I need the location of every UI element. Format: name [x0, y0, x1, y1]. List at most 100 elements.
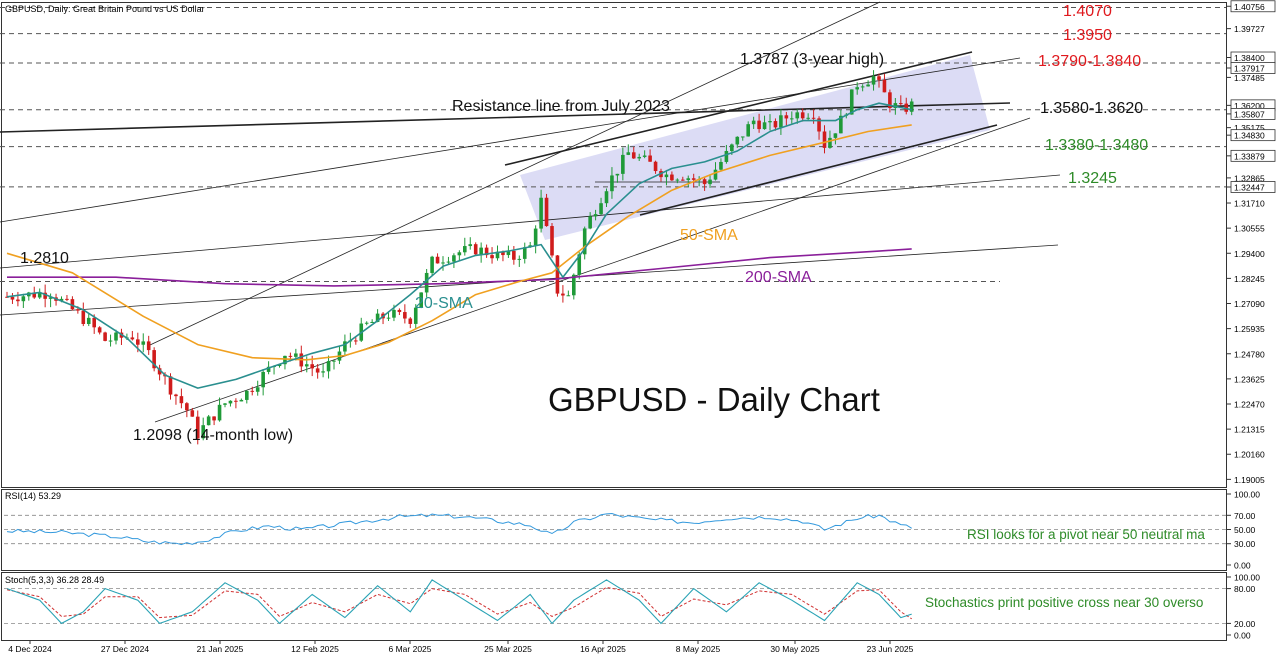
- trendline-lower-channel: [639, 124, 998, 216]
- candle-bear: [32, 292, 37, 298]
- trendline-upper-channel: [504, 51, 973, 166]
- candle-bear: [784, 115, 789, 119]
- price-tick-box: [1230, 108, 1276, 120]
- candle-bull: [713, 169, 718, 180]
- trendline-long-upper: [0, 57, 1021, 223]
- sma200-line: [7, 248, 912, 287]
- candle-bear: [490, 255, 494, 259]
- date-tick-label: 30 May 2025: [770, 644, 819, 654]
- sma50-line: [6, 124, 912, 361]
- price-tick-label: 1.35807: [1234, 109, 1265, 119]
- candle-bull: [463, 246, 467, 253]
- date-tick-label: 16 Apr 2025: [580, 644, 626, 654]
- candle-bull: [392, 309, 396, 318]
- candle-bear: [103, 332, 107, 341]
- candle-bull: [751, 120, 756, 125]
- candle-bull: [860, 86, 865, 88]
- candle-bear: [822, 131, 827, 148]
- date-axis: 4 Dec 2024 27 Dec 2024 21 Jan 2025 12 Feb 2…: [8, 640, 914, 654]
- price-tick-box: [1230, 149, 1276, 162]
- candle-bear: [190, 410, 195, 417]
- candle-bear: [648, 155, 652, 162]
- candle-bull: [522, 247, 527, 259]
- candle-bull: [768, 121, 772, 123]
- label-50-sma: 50-SMA: [680, 227, 738, 244]
- candle-bear: [16, 299, 20, 302]
- candle-bear: [773, 121, 778, 128]
- trendline-long-mid: [0, 174, 1061, 269]
- candle-bull: [533, 228, 538, 246]
- candle-bull: [495, 251, 500, 259]
- price-tick-label: 1.39727: [1234, 24, 1265, 34]
- candle-bull: [795, 112, 800, 119]
- candle-bull: [637, 156, 641, 159]
- candle-bull: [866, 84, 870, 87]
- price-tick-label: 1.32865: [1234, 173, 1265, 183]
- candle-bull: [424, 272, 429, 293]
- candle-bull: [255, 387, 260, 392]
- candle-bear: [288, 355, 293, 357]
- price-panel-frame: [1, 2, 1227, 488]
- date-tick-label: 8 May 2025: [676, 644, 721, 654]
- candle-bull: [468, 244, 473, 247]
- price-tick-label: 1.34830: [1234, 131, 1265, 141]
- rsi-tick-label: 30.00: [1234, 539, 1256, 549]
- candle-bear: [157, 368, 162, 375]
- candle-bull: [283, 355, 287, 365]
- candle-bear: [811, 117, 816, 119]
- candle-bear: [97, 327, 102, 333]
- stoch-panel-frame: [1, 572, 1227, 641]
- price-tick-label: 1.19005: [1234, 475, 1265, 485]
- date-tick-label: 21 Jan 2025: [197, 644, 244, 654]
- candle-bull: [839, 115, 843, 134]
- price-tick-label: 1.31710: [1234, 199, 1265, 209]
- candle-bull: [304, 364, 309, 367]
- price-tick-label: 1.32447: [1234, 182, 1265, 192]
- candle-bull: [740, 136, 745, 138]
- candle-bear: [631, 152, 636, 159]
- rsi-tick-label: 70.00: [1234, 511, 1256, 521]
- candle-bear: [310, 364, 314, 369]
- price-tick-box: [1230, 0, 1276, 13]
- candle-bear: [5, 296, 9, 298]
- candle-bull: [779, 115, 783, 128]
- candle-bull: [735, 136, 740, 145]
- candle-bull: [719, 161, 723, 170]
- candle-bull: [108, 340, 113, 342]
- price-tick-label: 1.40756: [1234, 2, 1265, 12]
- candle-bull: [893, 103, 898, 109]
- price-tick-label: 1.20160: [1234, 450, 1265, 460]
- candle-bull: [441, 262, 445, 264]
- candle-bull: [855, 87, 859, 90]
- candle-bear: [92, 317, 96, 328]
- candle-bull: [375, 313, 380, 322]
- candle-bull: [724, 151, 729, 162]
- date-tick-label: 4 Dec 2024: [8, 644, 52, 654]
- candle-bull: [386, 317, 391, 319]
- candle-bull: [343, 341, 347, 352]
- sma20-line: [6, 102, 912, 389]
- candle-bull: [746, 124, 750, 137]
- date-tick-label: 27 Dec 2024: [101, 644, 149, 654]
- candle-bull: [419, 292, 423, 308]
- price-tick-label: 1.35175: [1234, 123, 1265, 133]
- candle-bull: [446, 261, 451, 263]
- candle-bull: [201, 425, 205, 439]
- rsi-panel-label: RSI(14) 53.29: [5, 491, 61, 501]
- price-tick-box: [1230, 62, 1276, 74]
- rsi-indicator: 100.00 70.00 50.00 30.00 0.00: [4, 490, 1260, 571]
- price-tick-label: 1.37917: [1234, 64, 1265, 74]
- moving-averages: [6, 102, 912, 389]
- stoch-note: Stochastics print positive cross near 30…: [925, 595, 1203, 610]
- candle-bull: [294, 353, 298, 357]
- level-label-1-3580-1-3620: 1.3580-1.3620: [1040, 100, 1143, 117]
- stoch-panel-label: Stoch(5,3,3) 36.28 28.49: [5, 575, 104, 585]
- date-tick-label: 12 Feb 2025: [291, 644, 339, 654]
- chart-header: GBPUSD, Daily: Great Britain Pound vs US…: [5, 4, 205, 14]
- candle-bull: [321, 371, 325, 373]
- rsi-tick-label: 0.00: [1234, 561, 1251, 571]
- candle-bull: [114, 332, 118, 341]
- stoch-tick-label: 20.00: [1234, 619, 1256, 629]
- candle-bull: [566, 295, 571, 297]
- candle-bull: [430, 256, 434, 273]
